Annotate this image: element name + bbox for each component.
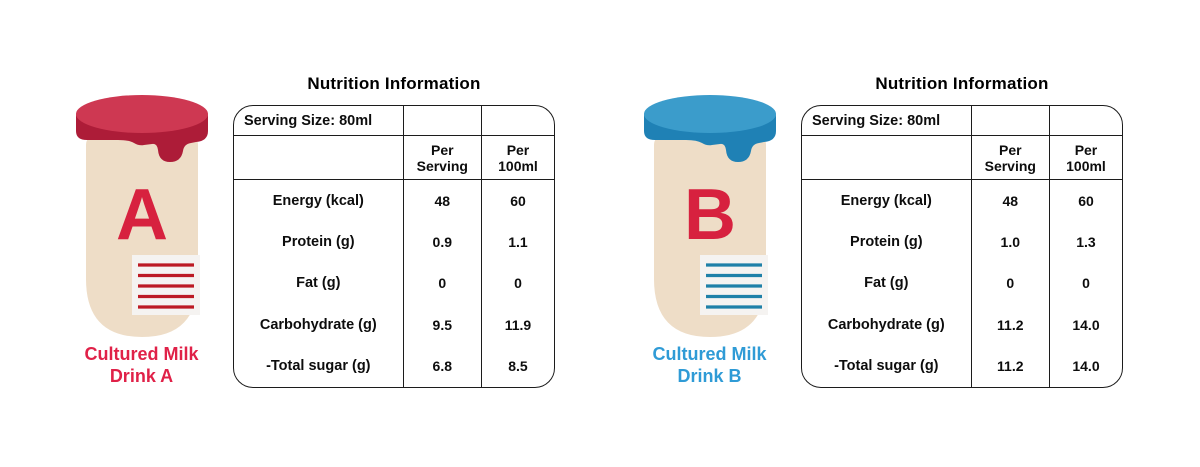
value-per-100ml: 14.0 <box>1072 316 1100 333</box>
bottle-cap-top <box>75 95 208 133</box>
bottle-illustration-b: B <box>643 95 776 337</box>
value-per-serving: 0 <box>972 262 1050 305</box>
bottle-label-lines <box>137 263 194 309</box>
nutrient-label: -Total sugar (g) <box>234 345 404 387</box>
value-per-100ml: 14.0 <box>1072 358 1100 375</box>
serving-size-cell: Serving Size: 80ml <box>802 106 972 136</box>
bottle-caption-b: Cultured Milk Drink B <box>652 344 767 386</box>
value-per-serving: 6.8 <box>404 345 482 387</box>
serving-size-cell: Serving Size: 80ml <box>234 106 404 136</box>
col-header-per-serving: Per Serving <box>403 136 482 180</box>
value-per-serving: 11.2 <box>972 345 1050 387</box>
value-per-serving: 48 <box>972 180 1050 222</box>
empty-cell <box>481 106 554 136</box>
nutrient-label: Fat (g) <box>802 262 972 305</box>
value-per-100ml: 60 <box>1078 192 1094 209</box>
nutrient-label: Fat (g) <box>234 262 404 305</box>
col-header-per-serving: Per Serving <box>971 136 1050 180</box>
nutrient-label: -Total sugar (g) <box>802 345 972 387</box>
bottle-illustration-a: A <box>75 95 208 337</box>
value-per-100ml: 0 <box>514 275 522 292</box>
value-per-100ml: 8.5 <box>508 358 528 375</box>
value-per-100ml: 1.3 <box>1076 234 1096 251</box>
value-per-100ml: 60 <box>510 192 526 209</box>
nutrition-title: Nutrition Information <box>875 74 1049 93</box>
nutrient-label: Protein (g) <box>234 221 404 263</box>
empty-cell <box>234 136 404 180</box>
empty-cell <box>403 106 482 136</box>
value-per-serving: 9.5 <box>404 304 482 346</box>
nutrition-table-b: Serving Size: 80ml Per Serving Per 100ml… <box>801 105 1123 388</box>
value-per-100ml: 0 <box>1082 275 1090 292</box>
bottle-label-lines <box>705 263 762 309</box>
value-per-serving: 1.0 <box>972 221 1050 263</box>
drink-panel-b: B Cultured Milk Drink B Nutrition Inform… <box>632 72 1123 388</box>
nutrition-panel-b: Nutrition Information Serving Size: 80ml… <box>801 72 1123 388</box>
bottle-figure-a: A Cultured Milk Drink A <box>64 87 219 387</box>
nutrition-table-a: Serving Size: 80ml Per Serving Per 100ml… <box>233 105 555 388</box>
bottle-caption-a: Cultured Milk Drink A <box>84 344 199 386</box>
empty-cell <box>802 136 972 180</box>
nutrient-label: Carbohydrate (g) <box>234 304 404 346</box>
value-per-serving: 0.9 <box>404 221 482 263</box>
bottle-figure-b: B Cultured Milk Drink B <box>632 87 787 387</box>
nutrient-label: Energy (kcal) <box>234 180 404 222</box>
drink-panel-a: A Cultured Milk Drink A Nutrition Inform… <box>64 72 555 388</box>
nutrient-label: Protein (g) <box>802 221 972 263</box>
value-per-serving: 0 <box>404 262 482 305</box>
nutrition-panel-a: Nutrition Information Serving Size: 80ml… <box>233 72 555 388</box>
nutrient-label: Energy (kcal) <box>802 180 972 222</box>
value-per-serving: 11.2 <box>972 304 1050 346</box>
bottle-letter: A <box>116 175 168 255</box>
nutrient-label: Carbohydrate (g) <box>802 304 972 346</box>
value-per-serving: 48 <box>404 180 482 222</box>
bottle-cap-top <box>643 95 776 133</box>
value-per-100ml: 11.9 <box>504 316 532 333</box>
col-header-per-100ml: Per 100ml <box>1049 136 1122 180</box>
bottle-letter: B <box>684 175 736 255</box>
nutrition-title: Nutrition Information <box>307 74 481 93</box>
empty-cell <box>1049 106 1122 136</box>
value-per-100ml: 1.1 <box>508 234 528 251</box>
empty-cell <box>971 106 1050 136</box>
col-header-per-100ml: Per 100ml <box>481 136 554 180</box>
